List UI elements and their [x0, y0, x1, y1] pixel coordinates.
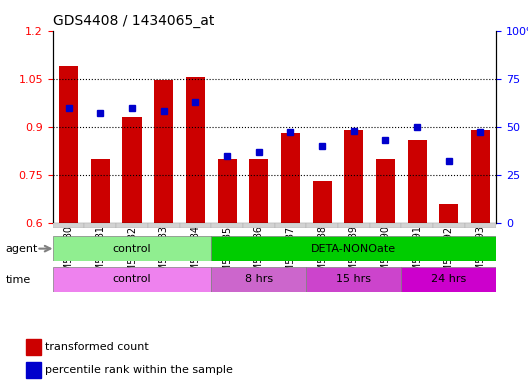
Bar	[376, 159, 395, 223]
Text: control: control	[112, 243, 152, 254]
Text: control: control	[112, 274, 152, 285]
FancyBboxPatch shape	[243, 223, 275, 228]
FancyBboxPatch shape	[465, 223, 496, 228]
Bar	[281, 133, 300, 223]
Bar	[186, 77, 205, 223]
Bar	[218, 159, 237, 223]
FancyBboxPatch shape	[53, 267, 211, 292]
Bar	[154, 80, 173, 223]
FancyBboxPatch shape	[180, 223, 211, 228]
Text: 24 hrs: 24 hrs	[431, 274, 466, 285]
FancyBboxPatch shape	[148, 223, 180, 228]
Bar	[59, 66, 78, 223]
FancyBboxPatch shape	[211, 236, 496, 261]
Bar	[249, 159, 268, 223]
Text: 15 hrs: 15 hrs	[336, 274, 371, 285]
Text: DETA-NONOate: DETA-NONOate	[311, 243, 397, 254]
Bar	[344, 130, 363, 223]
FancyBboxPatch shape	[211, 223, 243, 228]
Bar	[26, 362, 41, 378]
FancyBboxPatch shape	[306, 223, 338, 228]
Text: agent: agent	[5, 244, 37, 254]
Bar	[471, 130, 490, 223]
FancyBboxPatch shape	[53, 223, 84, 228]
Text: transformed count: transformed count	[45, 342, 149, 352]
FancyBboxPatch shape	[433, 223, 465, 228]
FancyBboxPatch shape	[401, 223, 433, 228]
FancyBboxPatch shape	[338, 223, 370, 228]
FancyBboxPatch shape	[211, 267, 306, 292]
Bar	[26, 339, 41, 355]
FancyBboxPatch shape	[275, 223, 306, 228]
Bar	[91, 159, 110, 223]
Bar	[122, 117, 142, 223]
FancyBboxPatch shape	[116, 223, 148, 228]
Text: percentile rank within the sample: percentile rank within the sample	[45, 365, 233, 375]
FancyBboxPatch shape	[306, 267, 401, 292]
FancyBboxPatch shape	[84, 223, 116, 228]
FancyBboxPatch shape	[370, 223, 401, 228]
Text: time: time	[5, 275, 31, 285]
Text: 8 hrs: 8 hrs	[244, 274, 273, 285]
Text: GDS4408 / 1434065_at: GDS4408 / 1434065_at	[53, 14, 214, 28]
FancyBboxPatch shape	[53, 236, 211, 261]
FancyBboxPatch shape	[401, 267, 496, 292]
Bar	[439, 204, 458, 223]
Bar	[313, 181, 332, 223]
Bar	[408, 139, 427, 223]
